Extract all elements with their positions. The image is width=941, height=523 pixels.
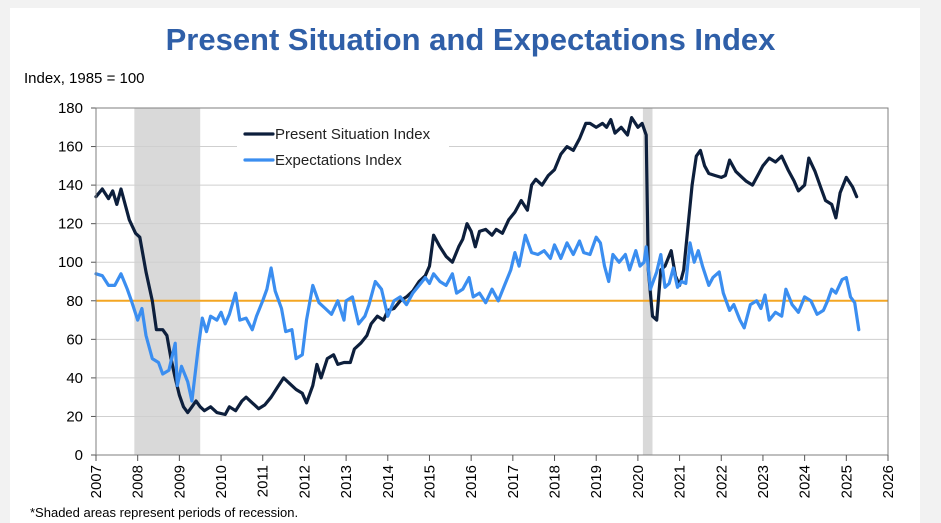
legend-label: Expectations Index [275, 152, 402, 169]
y-tick-label: 120 [58, 216, 83, 233]
legend-background [237, 118, 449, 178]
y-tick-label: 0 [75, 447, 83, 464]
x-tick-label: 2013 [338, 465, 355, 498]
x-tick-label: 2019 [588, 465, 605, 498]
x-tick-label: 2024 [797, 465, 814, 498]
y-tick-label: 40 [66, 370, 83, 387]
recession-shading [134, 108, 653, 455]
x-tick-label: 2011 [255, 465, 272, 497]
recession-bar [642, 108, 653, 455]
x-tick-label: 2008 [130, 465, 147, 498]
x-tick-label: 2020 [630, 465, 647, 498]
legend: Present Situation Index Expectations Inde… [237, 118, 449, 178]
x-tick-label: 2009 [171, 465, 188, 498]
legend-label: Present Situation Index [275, 126, 431, 143]
x-tick-label: 2022 [713, 465, 730, 498]
y-axis-units-label: Index, 1985 = 100 [24, 70, 145, 87]
axes: 0 20 40 60 80 100 120 140 160 180 2007 2008 2009 2010… [58, 100, 897, 498]
x-tick-label: 2007 [88, 465, 105, 498]
series-line-expectations [94, 233, 861, 403]
x-tick-label: 2014 [380, 465, 397, 498]
chart-title: Present Situation and Expectations Index [165, 22, 776, 57]
x-tick-label: 2018 [547, 465, 564, 498]
y-tick-label: 140 [58, 177, 83, 194]
x-tick-label: 2017 [505, 465, 522, 498]
x-tick-label: 2012 [296, 465, 313, 498]
series-layer [94, 116, 861, 417]
y-tick-label: 180 [58, 100, 83, 117]
x-tick-label: 2021 [672, 465, 689, 498]
recession-bar [134, 108, 201, 455]
plot-frame [95, 107, 889, 456]
y-tick-label: 160 [58, 139, 83, 156]
recession-footnote: *Shaded areas represent periods of reces… [30, 505, 299, 520]
x-tick-label: 2026 [880, 465, 897, 498]
x-tick-label: 2016 [463, 465, 480, 498]
x-tick-label: 2015 [421, 465, 438, 498]
series-line-present-situation [94, 116, 859, 417]
x-tick-label: 2023 [755, 465, 772, 498]
y-tick-label: 20 [66, 408, 83, 425]
x-tick-label: 2025 [838, 465, 855, 498]
y-tick-label: 60 [66, 331, 83, 348]
x-tick-label: 2010 [213, 465, 230, 498]
y-tick-label: 80 [66, 293, 83, 310]
y-tick-label: 100 [58, 254, 83, 271]
